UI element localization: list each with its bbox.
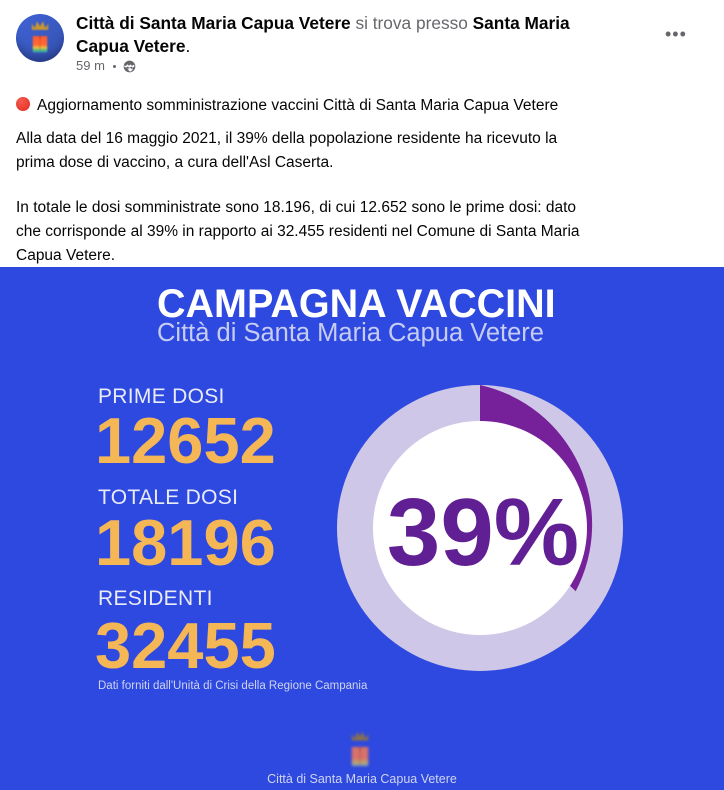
svg-text:39%: 39% xyxy=(387,479,579,586)
